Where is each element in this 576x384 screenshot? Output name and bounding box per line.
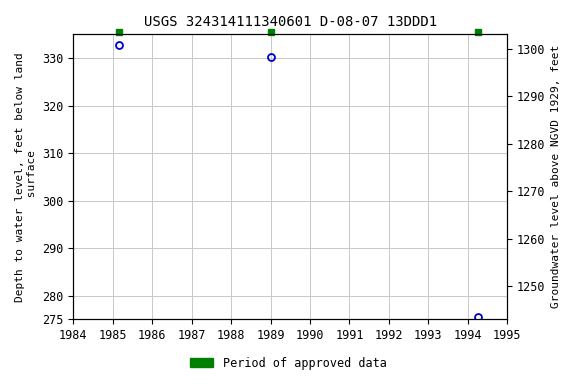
Title: USGS 324314111340601 D-08-07 13DDD1: USGS 324314111340601 D-08-07 13DDD1: [143, 15, 437, 29]
Y-axis label: Depth to water level, feet below land
 surface: Depth to water level, feet below land su…: [15, 52, 37, 302]
Legend: Period of approved data: Period of approved data: [185, 352, 391, 374]
Y-axis label: Groundwater level above NGVD 1929, feet: Groundwater level above NGVD 1929, feet: [551, 45, 561, 308]
